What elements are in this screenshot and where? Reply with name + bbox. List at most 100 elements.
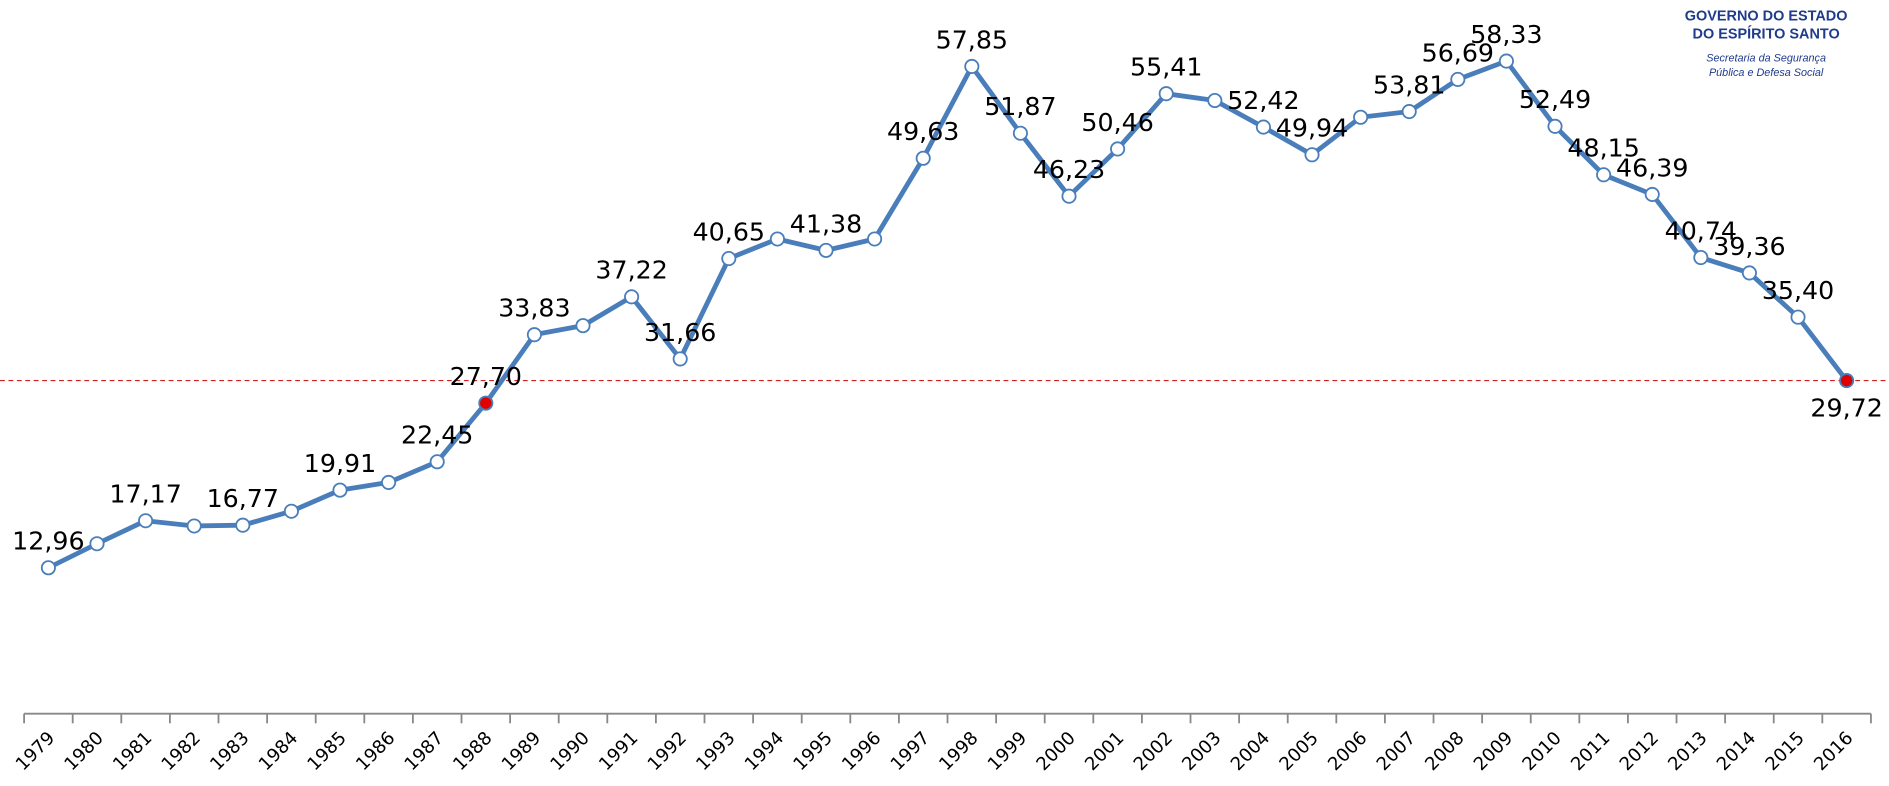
x-tick-label: 1985 <box>303 728 350 775</box>
marker <box>964 58 980 74</box>
data-label: 50,46 <box>1081 108 1153 137</box>
x-tick-label: 2009 <box>1470 728 1517 775</box>
marker <box>624 289 640 305</box>
x-tick-label: 1984 <box>255 728 302 775</box>
marker <box>1401 104 1417 120</box>
x-tick-label: 2003 <box>1178 728 1225 775</box>
x-tick-label: 2000 <box>1032 728 1079 775</box>
x-tick-label: 2007 <box>1373 728 1420 775</box>
data-label: 52,42 <box>1227 86 1299 115</box>
data-label: 53,81 <box>1373 70 1445 99</box>
x-tick-label: 2005 <box>1275 728 1322 775</box>
marker <box>332 482 348 498</box>
data-label: 48,15 <box>1567 134 1639 163</box>
x-tick-label: 1992 <box>644 728 691 775</box>
x-tick-label: 1986 <box>352 728 399 775</box>
x-tick-label: 2014 <box>1713 728 1760 775</box>
x-tick-label: 1989 <box>498 728 545 775</box>
x-tick-label: 1999 <box>984 728 1031 775</box>
line <box>47 58 1849 570</box>
x-tick-label: 1993 <box>692 728 739 775</box>
data-label: 19,91 <box>304 449 376 478</box>
marker <box>429 454 445 470</box>
marker <box>721 250 737 267</box>
marker <box>769 231 785 247</box>
data-label: 56,69 <box>1422 38 1494 67</box>
data-label: 35,40 <box>1762 276 1834 305</box>
data-label: 27,70 <box>450 362 522 391</box>
marker <box>235 517 251 533</box>
marker <box>40 560 56 576</box>
marker <box>283 503 299 519</box>
data-label: 49,63 <box>887 117 959 146</box>
marker <box>672 351 688 367</box>
x-tick-label: 1998 <box>935 728 982 775</box>
x-tick-label: 1987 <box>401 728 448 775</box>
data-label: 52,49 <box>1519 85 1591 114</box>
x-tick-label: 1988 <box>449 728 496 775</box>
x-tick-label: 2004 <box>1227 728 1274 775</box>
x-tick-label: 2006 <box>1324 728 1371 775</box>
x-tick-label: 1994 <box>741 728 788 775</box>
logo-text: Pública e Defesa Social <box>1709 67 1824 79</box>
x-tick-label: 2016 <box>1810 728 1857 775</box>
marker <box>1304 147 1320 163</box>
data-label: 37,22 <box>595 256 667 285</box>
marker <box>186 518 202 534</box>
marker <box>818 242 834 258</box>
x-tick-label: 1997 <box>887 728 934 775</box>
data-label: 46,39 <box>1616 153 1688 182</box>
x-tick-label: 1980 <box>60 728 107 775</box>
marker <box>89 536 105 552</box>
data-label: 33,83 <box>498 294 570 323</box>
data-label: 58,33 <box>1470 20 1542 49</box>
data-label: 29,72 <box>1810 394 1882 423</box>
x-tick-label: 2012 <box>1616 728 1663 775</box>
x-tick-label: 2010 <box>1518 728 1565 775</box>
data-label: 49,94 <box>1276 114 1348 143</box>
data-label: 51,87 <box>984 92 1056 121</box>
marker <box>1012 125 1028 141</box>
marker <box>1110 141 1126 157</box>
x-tick-label: 2002 <box>1130 728 1177 775</box>
data-label: 40,65 <box>693 217 765 246</box>
marker <box>1450 71 1466 87</box>
marker <box>478 395 494 411</box>
marker <box>526 327 542 343</box>
marker <box>915 150 931 166</box>
data-label: 17,17 <box>109 480 181 509</box>
data-label: 55,41 <box>1130 53 1202 82</box>
data-label: 12,96 <box>12 527 84 556</box>
x-tick-label: 1996 <box>838 728 885 775</box>
marker <box>1547 118 1563 134</box>
marker <box>575 318 591 334</box>
x-tick-label: 2015 <box>1761 728 1808 775</box>
logo-text: GOVERNO DO ESTADO <box>1685 8 1848 24</box>
marker <box>1158 86 1174 102</box>
marker <box>1207 92 1223 109</box>
x-tick-label: 1991 <box>595 728 642 775</box>
x-tick-label: 1982 <box>158 728 205 775</box>
marker <box>1255 119 1271 135</box>
data-label: 40,74 <box>1665 216 1737 245</box>
marker <box>381 474 397 490</box>
x-tick-label: 2001 <box>1081 728 1128 775</box>
marker <box>867 231 883 247</box>
marker <box>1644 186 1660 202</box>
x-tick-label: 1981 <box>109 728 156 775</box>
marker <box>1693 249 1709 266</box>
data-label: 16,77 <box>207 484 279 513</box>
data-label: 41,38 <box>790 209 862 238</box>
data-label: 57,85 <box>936 25 1008 54</box>
logo-text: DO ESPÍRITO SANTO <box>1693 26 1840 43</box>
marker <box>1061 188 1077 204</box>
marker <box>1790 309 1806 325</box>
x-tick-label: 2013 <box>1664 728 1711 775</box>
x-tick-label: 2008 <box>1421 728 1468 775</box>
data-label: 31,66 <box>644 318 716 347</box>
x-tick-label: 2011 <box>1567 728 1614 775</box>
data-label: 46,23 <box>1033 155 1105 184</box>
x-tick-label: 1990 <box>546 728 593 775</box>
marker <box>1839 373 1855 389</box>
